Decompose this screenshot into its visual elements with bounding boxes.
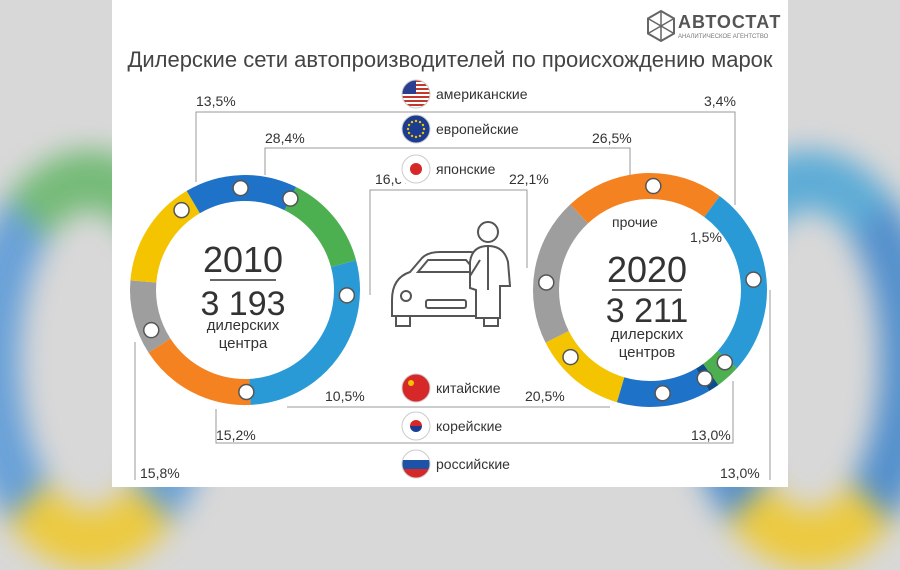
legend-item-5: российские [393,449,510,479]
pct-label-2020-китайские: 20,5% [525,388,565,404]
pct-label-2020-американские: 3,4% [704,93,736,109]
usa-flag-icon [401,79,431,109]
connector-line-2 [369,189,528,295]
marker-dot-2010-4 [173,201,190,219]
donut-2020-unit-line1: дилерских [611,326,684,343]
chart-svg: 2010 3 193 дилерских центра 2020 3 211 д… [130,79,771,481]
marker-dot-2020-4 [562,348,579,366]
korea-flag-icon [401,411,431,441]
marker-dot-2020-5 [645,177,662,195]
donut-2010-total: 3 193 [200,285,285,323]
donut-2010-year: 2010 [203,239,283,280]
marker-dot-2020-1 [716,353,734,371]
donut-2010-unit-line1: дилерских [207,317,280,334]
donut-2010-unit-line2: центра [219,335,268,352]
donut-2020-year: 2020 [607,249,687,290]
marker-dot-2010-5 [232,179,249,197]
pct-label-2020-корейские: 13,0% [691,427,731,443]
logo-text: АВТОСТАТ [678,12,782,32]
legend-item-2: японские [393,154,505,184]
donut-2020-total: 3 211 [606,292,689,330]
connector-line-1 [264,147,631,175]
connector-line-5 [134,290,771,480]
japan-flag-icon [401,154,431,184]
slice-2020-китайские [533,204,589,343]
slice-2020-японские [570,173,720,224]
pct-label-2020-японские: 22,1% [509,171,549,187]
legend-item-1: европейские [393,114,519,144]
pct-label-2010-китайские: 10,5% [325,388,365,404]
slice-2020-корейские [545,330,625,403]
pct-label-2010-американские: 13,5% [196,93,236,109]
page-title: Дилерские сети автопроизводителей по про… [127,47,773,72]
legend-label: японские [436,161,496,177]
legend-label: китайские [436,380,501,396]
legend-label: корейские [436,418,502,434]
marker-dot-2010-3 [142,321,160,339]
legend-item-3: китайские [393,373,505,403]
china-flag-icon [401,373,431,403]
marker-dot-2010-0 [282,190,299,207]
marker-dot-2020-0 [745,271,762,288]
donut-2020-unit-line2: центров [619,344,676,361]
marker-dot-2020-6 [538,274,555,291]
pct-label-2010-российские: 15,8% [140,465,180,481]
slice-2010-китайские [130,280,171,353]
legend-item-4: корейские [393,411,505,441]
connector-line-4 [215,381,734,444]
pct-label-2020-российские: 13,0% [720,465,760,481]
car-dealer-illustration-icon [391,221,512,327]
legend-item-0: американские [393,79,528,109]
marker-dot-2020-3 [654,384,671,402]
legend-label: европейские [436,121,519,137]
marker-dot-2010-1 [338,287,356,304]
russia-flag-icon [401,449,431,479]
autostat-logo-icon [647,10,675,42]
other-label: прочие [612,214,658,230]
pct-label-2020-европейские: 26,5% [592,130,632,146]
slice-2010-японские [148,338,251,405]
legend-label: российские [436,456,510,472]
marker-dot-2010-2 [238,383,255,401]
pct-label-2010-европейские: 28,4% [265,130,305,146]
marker-dot-2020-2 [696,370,713,387]
logo-subtitle: АНАЛИТИЧЕСКОЕ АГЕНТСТВО [678,34,769,40]
pct-label-2020-прочие: 1,5% [690,229,722,245]
eu-flag-icon [401,114,431,144]
connector-line-0 [195,111,736,205]
legend-label: американские [436,86,528,102]
pct-label-2010-корейские: 15,2% [216,427,256,443]
slice-2010-американские [284,186,357,268]
